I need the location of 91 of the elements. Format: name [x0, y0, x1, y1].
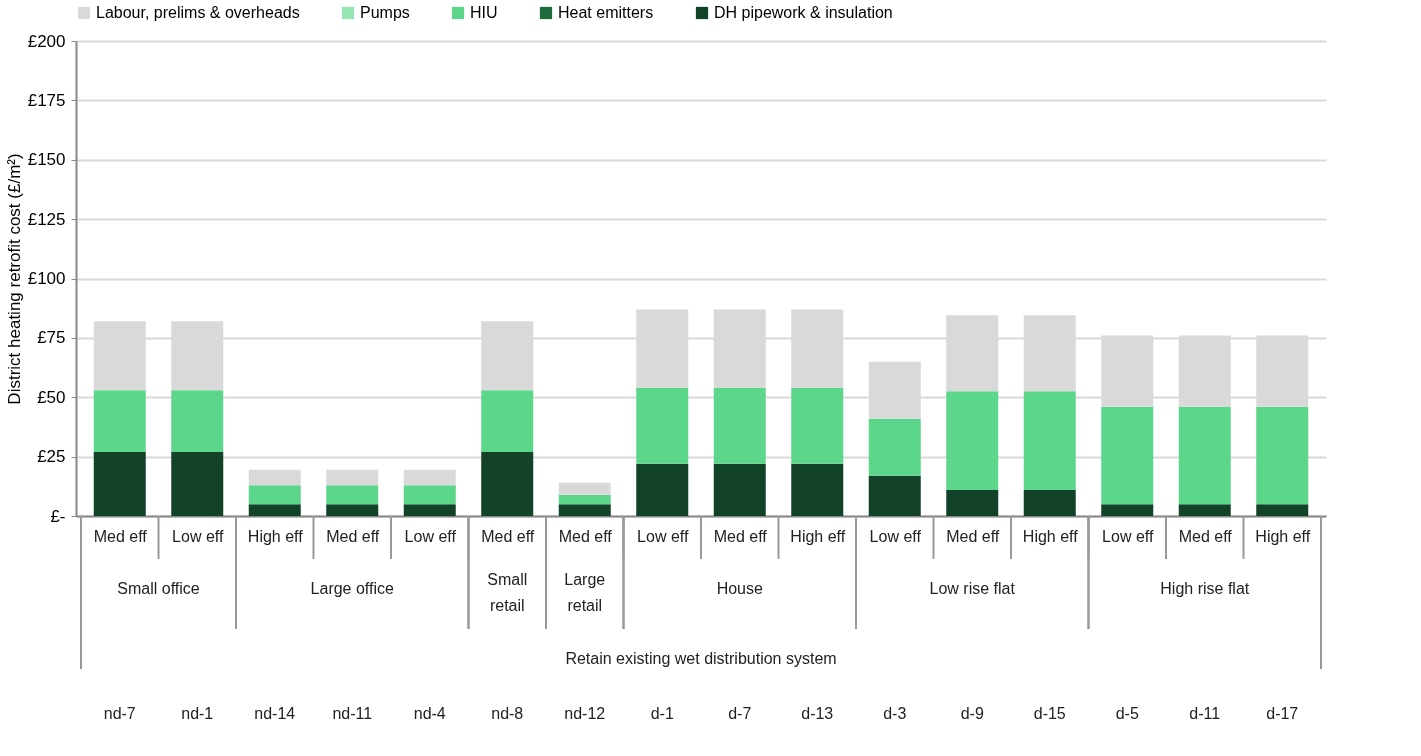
text: nd-14 [254, 705, 296, 722]
bar [171, 390, 224, 452]
bar [171, 451, 224, 516]
text: nd-11 [332, 705, 373, 722]
bar [946, 489, 999, 516]
legend-label: DH pipework & insulation [714, 4, 893, 21]
y-tick-label: £- [50, 506, 66, 526]
bar [558, 482, 611, 495]
bar [791, 463, 844, 516]
bar [636, 387, 689, 464]
bar [403, 504, 456, 516]
y-tick-label: £100 [27, 269, 66, 288]
bar [713, 463, 766, 516]
text: Small office [117, 580, 200, 597]
x-tick-label: High eff [247, 527, 304, 545]
x-tick-label: High eff [790, 527, 846, 545]
legend-label: Heat emitters [558, 4, 654, 21]
y-tick-label: £150 [27, 150, 66, 170]
text: nd-8 [491, 705, 524, 722]
legend-label: Labour, prelims & overheads [96, 4, 300, 21]
x-tick-label: Low eff [1102, 527, 1154, 545]
bar [403, 485, 456, 505]
bar [481, 451, 534, 516]
text: d-7 [728, 705, 752, 722]
x-tick-label: Med eff [1178, 527, 1233, 545]
bar [481, 390, 534, 452]
text: Low rise flat [929, 580, 1016, 597]
bar [1023, 391, 1076, 490]
y-tick-label: £50 [37, 387, 66, 407]
bar [1178, 406, 1231, 505]
x-tick-label: High eff [1022, 527, 1079, 545]
text: Large retail [564, 571, 606, 614]
bar [248, 504, 301, 516]
text: House [716, 580, 763, 597]
bar [1101, 406, 1154, 505]
y-axis-title: District heating retrofit cost (£/m²) [4, 153, 24, 405]
bar [1178, 504, 1231, 516]
bar [403, 469, 456, 486]
bar [93, 451, 146, 516]
bar [558, 504, 611, 516]
text: nd-12 [564, 705, 606, 722]
text: nd-7 [103, 705, 136, 722]
bar [248, 469, 301, 486]
y-tick-label: £200 [27, 31, 66, 51]
bar [713, 387, 766, 464]
x-tick-label: Med eff [326, 527, 380, 545]
x-tick-label: High eff [1255, 527, 1311, 545]
text: High rise flat [1160, 580, 1250, 597]
x-tick-label: Low eff [869, 527, 922, 545]
text: d-17 [1266, 705, 1299, 722]
bar [868, 418, 921, 476]
bar [326, 504, 379, 516]
text: Small retail [487, 571, 528, 614]
text: nd-4 [413, 705, 446, 722]
bar [558, 494, 611, 505]
y-tick-label: £25 [37, 447, 66, 467]
text: Retain existing wet distribution system [565, 650, 837, 667]
text: d-5 [1115, 705, 1139, 722]
text: d-13 [801, 705, 834, 722]
bar [326, 485, 379, 505]
x-tick-label: Med eff [713, 527, 768, 545]
x-tick-label: Low eff [172, 527, 224, 545]
legend-label: HIU [470, 4, 498, 21]
y-tick-label: £125 [27, 209, 66, 229]
text: d-11 [1189, 705, 1221, 722]
x-tick-label: Med eff [93, 527, 148, 545]
bar [868, 475, 921, 516]
y-tick-label: £75 [37, 328, 66, 348]
bar [946, 391, 999, 490]
bar [326, 469, 379, 486]
text: d-1 [650, 705, 674, 722]
text: d-9 [960, 705, 984, 722]
x-tick-label: Low eff [637, 527, 689, 545]
bar [1256, 406, 1309, 505]
x-tick-label: Med eff [558, 527, 613, 545]
bar [1101, 504, 1154, 516]
bar [93, 390, 146, 452]
legend-label: Pumps [360, 4, 410, 21]
y-tick-label: £175 [27, 90, 66, 110]
x-tick-label: Med eff [481, 527, 535, 545]
bar [1023, 489, 1076, 516]
bar [636, 463, 689, 516]
bar [248, 485, 301, 505]
text: d-15 [1033, 705, 1066, 722]
bar [1256, 504, 1309, 516]
x-tick-label: Med eff [946, 527, 1000, 545]
x-tick-label: Low eff [404, 527, 457, 545]
bar [791, 387, 844, 464]
text: Large office [310, 580, 395, 597]
text: nd-1 [181, 705, 214, 722]
text: d-3 [883, 705, 907, 722]
